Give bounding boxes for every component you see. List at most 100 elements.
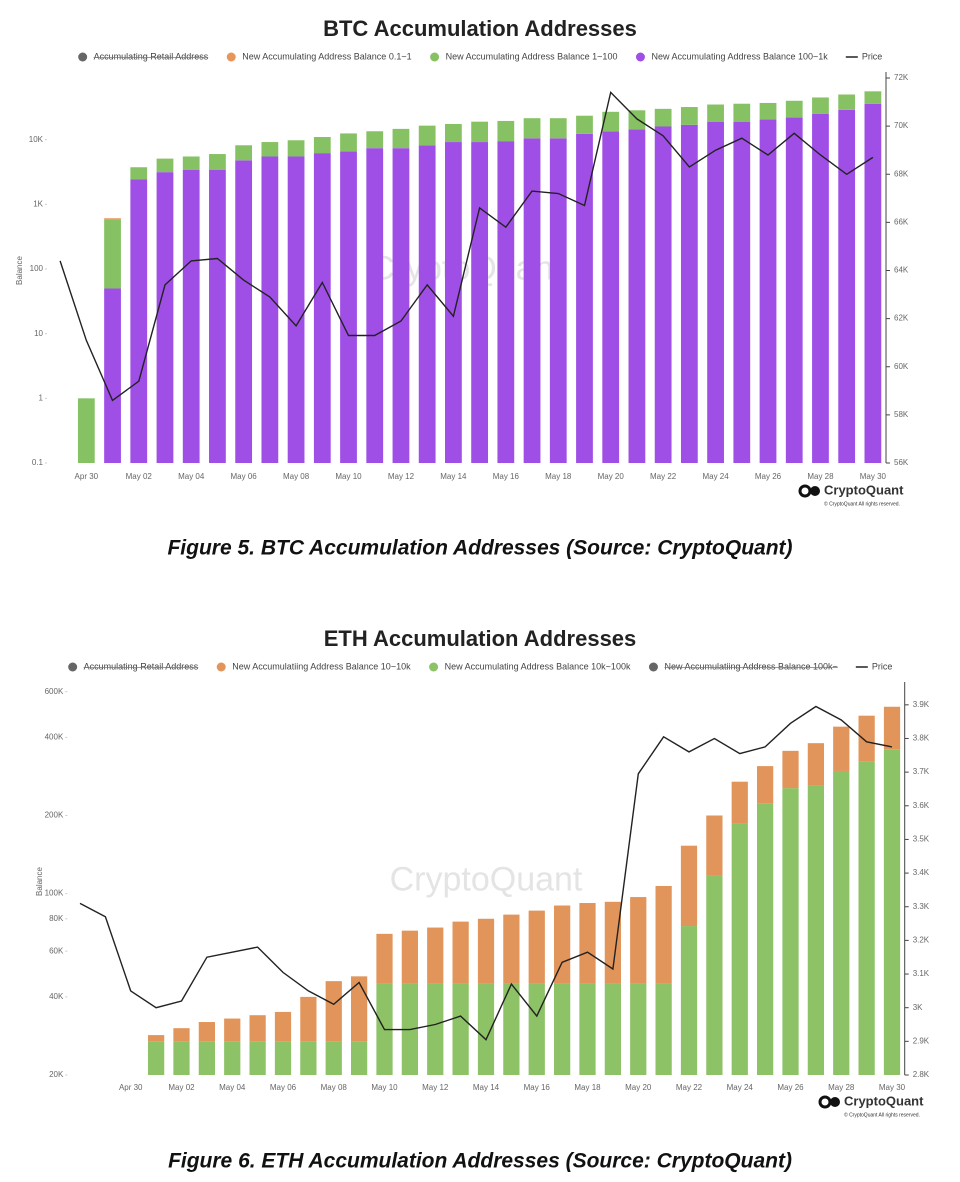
legend-label: Accumulating Retail Address: [84, 661, 199, 671]
bar: [503, 983, 520, 1075]
bar: [182, 156, 200, 170]
bar: [445, 142, 462, 463]
bar: [401, 930, 418, 984]
bar: [300, 996, 317, 1042]
bar: [198, 1022, 215, 1042]
bar: [528, 983, 545, 1075]
bar: [104, 218, 121, 220]
x-tick-label: May 08: [283, 472, 310, 481]
bar: [655, 983, 672, 1075]
y2-tick-label: 3.4K: [913, 868, 930, 877]
bar: [733, 121, 751, 463]
bar: [528, 910, 545, 984]
bar: [838, 109, 856, 464]
bar: [680, 926, 698, 1075]
y2-tick-label: 66K: [894, 217, 909, 226]
legend-label: New Accumulating Address Balance 1~100: [446, 51, 618, 61]
bar: [224, 1018, 241, 1042]
bar: [249, 1015, 266, 1042]
copyright: © CryptoQuant All rights reserved.: [824, 500, 900, 507]
y2-tick-label: 3.9K: [913, 700, 930, 709]
bar: [602, 111, 620, 132]
y-tick-label: 400K: [45, 732, 64, 741]
bar: [604, 983, 621, 1075]
price-line: [79, 705, 893, 1041]
figure-caption: Figure 5. BTC Accumulation Addresses (So…: [167, 537, 792, 560]
y2-tick-label: 3.6K: [913, 801, 930, 810]
x-tick-label: May 16: [493, 472, 520, 481]
logo-icon: [810, 486, 820, 496]
logo-icon: [830, 1097, 840, 1107]
y2-tick-label: 68K: [894, 169, 909, 178]
x-tick-label: May 14: [473, 1083, 500, 1092]
x-tick-label: May 12: [388, 472, 415, 481]
bar: [630, 983, 647, 1075]
y-tick-label: 40K: [49, 992, 64, 1001]
bar: [604, 901, 621, 984]
bar: [733, 103, 751, 122]
bar: [198, 1041, 215, 1075]
bar: [759, 119, 777, 463]
bar: [680, 107, 698, 125]
bar: [173, 1028, 190, 1042]
bar: [249, 1041, 266, 1075]
x-tick-label: Apr 30: [75, 472, 99, 481]
x-tick-label: May 20: [625, 1083, 652, 1092]
y-tick-label: 80K: [49, 914, 64, 923]
bar: [351, 976, 368, 1042]
bar: [785, 117, 803, 464]
y-tick-label: 10K: [29, 135, 44, 144]
bar: [427, 927, 444, 984]
x-tick-label: May 10: [371, 1083, 398, 1092]
chart: BTC Accumulation Addresses CryptoQuant 0.1…: [15, 16, 909, 560]
y2-tick-label: 72K: [894, 73, 909, 82]
legend-label: New Accumulating Address Balance 100~1k: [651, 51, 828, 61]
bar: [503, 914, 520, 984]
bar: [130, 167, 148, 180]
y-tick-label: 100: [30, 264, 44, 273]
bar: [654, 126, 672, 464]
legend-label: New Accumulatiing Address Balance 100k~: [664, 661, 837, 671]
bar: [757, 766, 774, 804]
bar: [224, 1041, 241, 1075]
bar: [418, 125, 436, 146]
x-tick-label: May 10: [335, 472, 362, 481]
legend-label: Price: [862, 51, 883, 61]
bar: [523, 138, 541, 464]
y-tick-label: 10: [34, 329, 43, 338]
bar: [630, 897, 647, 984]
logo-icon: [818, 1095, 832, 1109]
bar: [707, 104, 724, 122]
bar: [366, 131, 384, 149]
bar: [325, 1041, 342, 1075]
bar: [523, 118, 541, 139]
chart-title: ETH Accumulation Addresses: [324, 626, 637, 651]
legend-label: New Accumulatiing Address Balance 10~10k: [232, 661, 411, 671]
bar: [287, 156, 305, 463]
bar: [274, 1011, 292, 1042]
x-tick-label: Apr 30: [119, 1083, 143, 1092]
bar: [452, 983, 469, 1075]
x-tick-label: May 20: [598, 472, 625, 481]
bar: [182, 169, 200, 463]
bar: [554, 905, 571, 984]
copyright: © CryptoQuant All rights reserved.: [844, 1111, 920, 1118]
legend-marker: [648, 662, 658, 672]
bar: [654, 108, 672, 127]
bar: [655, 885, 672, 984]
x-tick-label: May 02: [126, 472, 153, 481]
bar: [340, 151, 357, 463]
bar: [497, 141, 515, 464]
x-tick-label: May 04: [178, 472, 205, 481]
x-tick-label: May 30: [860, 472, 887, 481]
legend-label: New Accumulating Address Balance 0.1~1: [242, 51, 411, 61]
legend-marker: [430, 52, 440, 62]
bar: [261, 156, 279, 463]
bar: [351, 1041, 368, 1075]
bar: [707, 121, 724, 463]
logo-icon: [798, 484, 812, 498]
bar: [173, 1041, 190, 1075]
y2-tick-label: 2.8K: [913, 1070, 930, 1079]
bar: [782, 788, 799, 1075]
bar: [549, 118, 567, 139]
